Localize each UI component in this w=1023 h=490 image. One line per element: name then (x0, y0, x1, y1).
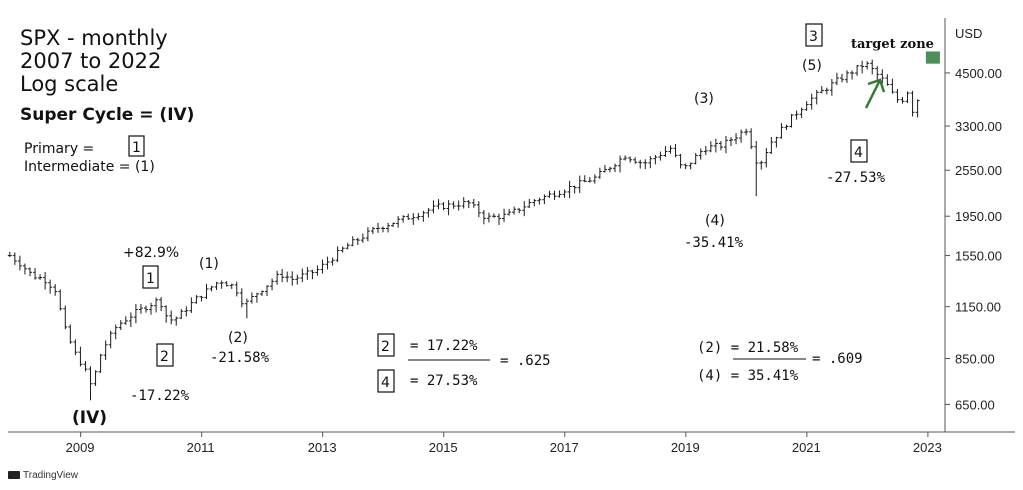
time-axis: 2009 2011 2013 2015 2017 2019 2021 2023 (66, 432, 942, 455)
gain-82-9-label: +82.9% (123, 245, 179, 261)
decline-35-41-label: -35.41% (684, 235, 744, 251)
ohlc-series (7, 59, 920, 401)
super-cycle-iv-label: (IV) (72, 408, 107, 428)
price-tick-label: 850.00 (955, 351, 995, 366)
time-tick-label: 2019 (671, 440, 700, 455)
ratio1-box-4-text: 4 (381, 375, 390, 391)
chart-title-line-3: Log scale (20, 72, 118, 96)
ratio1-box-4 (377, 369, 395, 393)
primary-2-box-text: 2 (160, 349, 169, 365)
primary-3-box (805, 23, 823, 47)
time-tick-label: 2011 (187, 440, 215, 455)
ratio1-numerator: = 17.22% (410, 338, 478, 354)
price-tick-label: 650.00 (955, 397, 995, 412)
primary-2-box (156, 343, 174, 367)
target-zone-label: target zone (851, 37, 934, 52)
primary-4-box-text: 4 (854, 145, 863, 161)
ratio1-result: = .625 (500, 353, 551, 369)
price-tick-label: 3300.00 (955, 119, 1002, 134)
intermediate-5-label: (5) (802, 58, 822, 74)
decline-17-22-label: -17.22% (130, 388, 190, 404)
ratio1-box-2-text: 2 (381, 339, 390, 355)
primary-legend-box-text: 1 (132, 140, 141, 156)
intermediate-1-label: (1) (199, 256, 219, 272)
intermediate-legend-label: Intermediate = (1) (24, 159, 155, 175)
currency-label: USD (955, 26, 982, 41)
ratio1-box-2 (377, 333, 395, 357)
tradingview-logo: TradingView (8, 470, 78, 481)
chart-title-line-2: 2007 to 2022 (20, 49, 161, 73)
price-tick-label: 4500.00 (955, 66, 1002, 81)
price-tick-label: 1950.00 (955, 209, 1002, 224)
price-tick-label: 1150.00 (955, 300, 1001, 315)
primary-legend-box (128, 135, 145, 157)
target-zone-box (925, 51, 940, 64)
time-tick-label: 2021 (792, 440, 821, 455)
primary-1-box (142, 265, 159, 289)
super-cycle-label: Super Cycle = (IV) (20, 105, 194, 125)
price-axis: 650.00 850.00 1150.00 1550.00 1950.00 2550.00… (945, 66, 1002, 412)
price-tick-label: 1550.00 (955, 249, 1002, 264)
tradingview-brand-text: TradingView (23, 470, 79, 481)
intermediate-4-label: (4) (705, 213, 725, 229)
price-tick-label: 2550.00 (955, 163, 1002, 178)
time-tick-label: 2013 (308, 440, 337, 455)
tradingview-logo-icon (8, 471, 20, 480)
chart-title-line-1: SPX - monthly (20, 26, 168, 50)
ratio2-result: = .609 (812, 351, 863, 367)
time-tick-label: 2009 (66, 440, 95, 455)
time-tick-label: 2015 (429, 440, 458, 455)
primary-4-box (850, 139, 868, 163)
ratio2-denominator: (4) = 35.41% (697, 368, 799, 384)
decline-21-58-label: -21.58% (210, 350, 270, 366)
time-tick-label: 2017 (550, 440, 579, 455)
decline-27-53-label: -27.53% (826, 170, 886, 186)
ratio2-numerator: (2) = 21.58% (697, 340, 799, 356)
time-tick-label: 2023 (913, 440, 942, 455)
primary-3-box-text: 3 (809, 29, 818, 45)
ratio1-denominator: = 27.53% (410, 373, 478, 389)
primary-legend-label: Primary = (24, 141, 94, 157)
intermediate-3-label: (3) (694, 91, 714, 107)
target-arrow-icon (864, 78, 886, 109)
primary-1-box-text: 1 (146, 271, 155, 287)
intermediate-2-label: (2) (228, 330, 248, 346)
